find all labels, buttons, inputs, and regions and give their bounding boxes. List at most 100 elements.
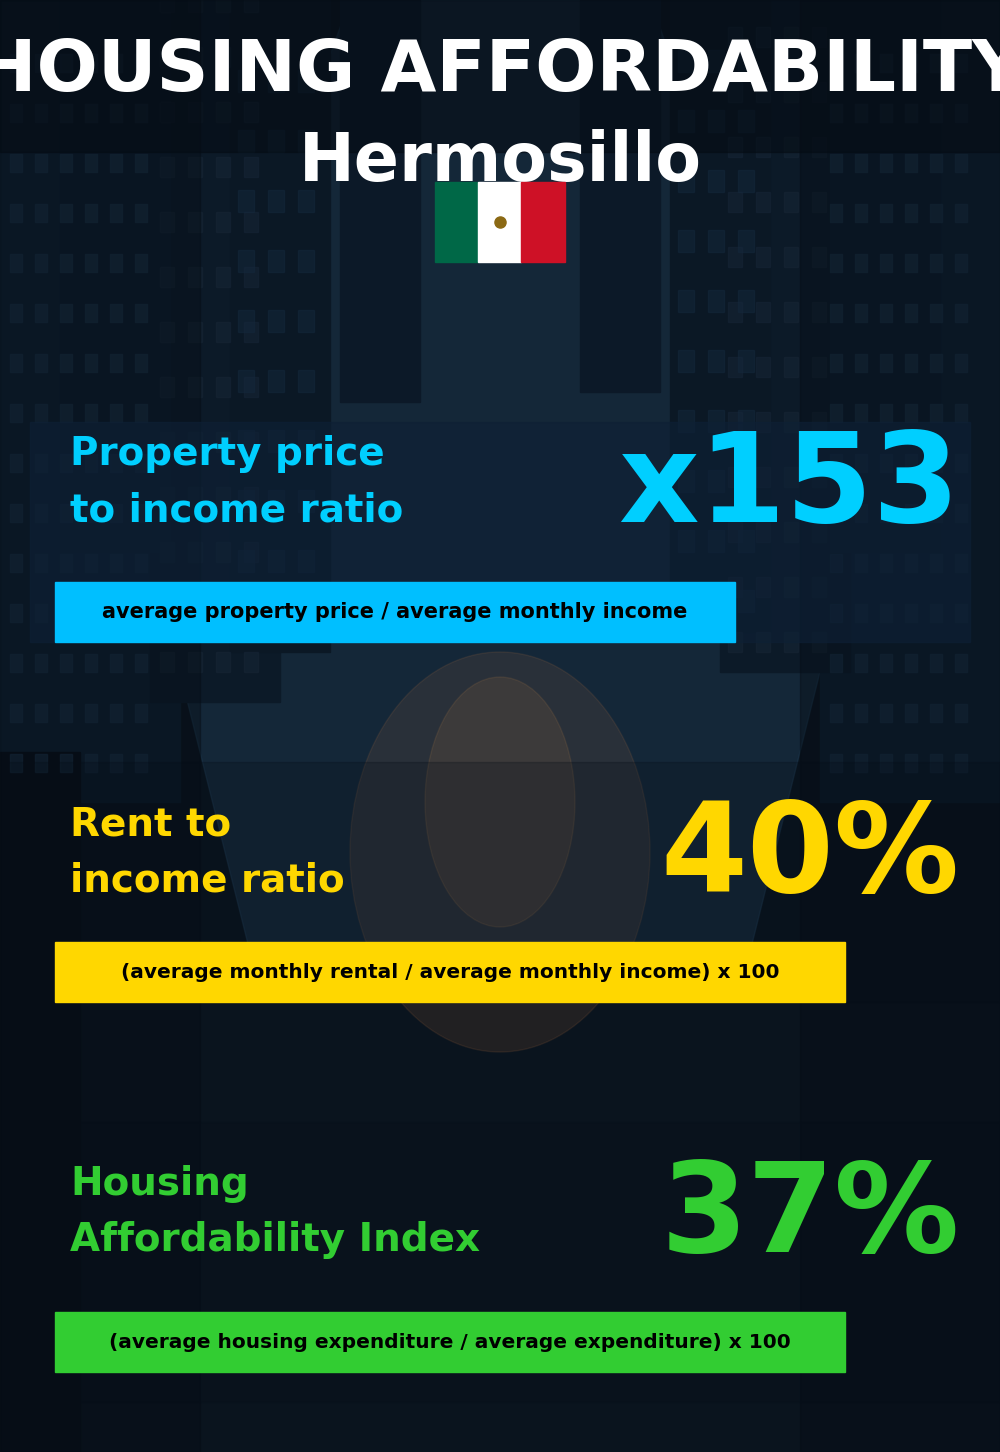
Bar [85, 54, 97, 73]
Bar [955, 754, 967, 772]
Bar [110, 653, 122, 672]
Bar [955, 454, 967, 472]
Bar [135, 604, 147, 621]
Bar [160, 652, 174, 672]
Bar [244, 486, 258, 507]
Bar [10, 203, 22, 222]
Bar [930, 254, 942, 272]
Bar [738, 229, 754, 253]
Bar [238, 489, 254, 513]
Bar [784, 28, 798, 46]
Bar [35, 154, 47, 171]
Bar [678, 229, 694, 253]
Bar [238, 370, 254, 392]
Bar [784, 468, 798, 486]
Bar [85, 404, 97, 423]
Bar [0, 0, 200, 1452]
Bar [812, 468, 826, 486]
Bar [216, 157, 230, 177]
Bar [708, 470, 724, 492]
Bar [135, 653, 147, 672]
Bar [244, 652, 258, 672]
Bar [784, 136, 798, 157]
Bar [855, 203, 867, 222]
Text: Hermosillo: Hermosillo [298, 129, 702, 195]
Bar [708, 110, 724, 132]
Bar [60, 754, 72, 772]
Bar [35, 105, 47, 122]
Bar [10, 154, 22, 171]
Bar [880, 54, 892, 73]
Bar [905, 254, 917, 272]
Bar [135, 254, 147, 272]
Bar [812, 136, 826, 157]
Bar [298, 250, 314, 272]
Bar [110, 203, 122, 222]
Bar [35, 254, 47, 272]
Bar [110, 604, 122, 621]
Bar [110, 504, 122, 523]
Bar [812, 192, 826, 212]
Bar [85, 303, 97, 322]
Bar [855, 354, 867, 372]
Bar [830, 54, 842, 73]
Bar [110, 754, 122, 772]
Bar [708, 49, 724, 73]
Bar [135, 105, 147, 122]
Bar [160, 542, 174, 562]
Bar [855, 504, 867, 523]
Bar [298, 430, 314, 452]
Bar [135, 303, 147, 322]
Bar [708, 350, 724, 372]
Bar [160, 0, 174, 12]
Bar [728, 192, 742, 212]
Bar [784, 247, 798, 267]
Bar [830, 454, 842, 472]
Bar [955, 354, 967, 372]
Bar [756, 357, 770, 378]
Bar [812, 523, 826, 542]
Bar [60, 704, 72, 722]
Text: 37%: 37% [661, 1156, 960, 1278]
Bar [135, 203, 147, 222]
Bar [60, 653, 72, 672]
Bar [830, 203, 842, 222]
Bar [678, 290, 694, 312]
Bar [150, 0, 280, 701]
Bar [756, 247, 770, 267]
Bar [905, 704, 917, 722]
Bar [738, 290, 754, 312]
Bar [55, 942, 845, 1002]
Bar [35, 504, 47, 523]
Bar [244, 267, 258, 287]
Bar [298, 190, 314, 212]
Bar [60, 604, 72, 621]
Bar [855, 454, 867, 472]
Bar [188, 433, 202, 452]
Bar [738, 470, 754, 492]
Bar [905, 203, 917, 222]
Bar [880, 653, 892, 672]
Bar [830, 504, 842, 523]
Bar [756, 192, 770, 212]
Bar [188, 46, 202, 67]
Bar [10, 454, 22, 472]
Bar [238, 131, 254, 152]
Bar [268, 610, 284, 632]
Bar [0, 752, 80, 1452]
Bar [85, 704, 97, 722]
Bar [55, 1313, 845, 1372]
Bar [756, 632, 770, 652]
Bar [110, 105, 122, 122]
Bar [905, 154, 917, 171]
Bar [784, 81, 798, 102]
Bar [188, 212, 202, 232]
Bar [238, 190, 254, 212]
Bar [216, 267, 230, 287]
Bar [238, 309, 254, 333]
Bar [85, 555, 97, 572]
Bar [85, 354, 97, 372]
Text: Rent to
income ratio: Rent to income ratio [70, 804, 345, 899]
Bar [60, 555, 72, 572]
Bar [188, 102, 202, 122]
